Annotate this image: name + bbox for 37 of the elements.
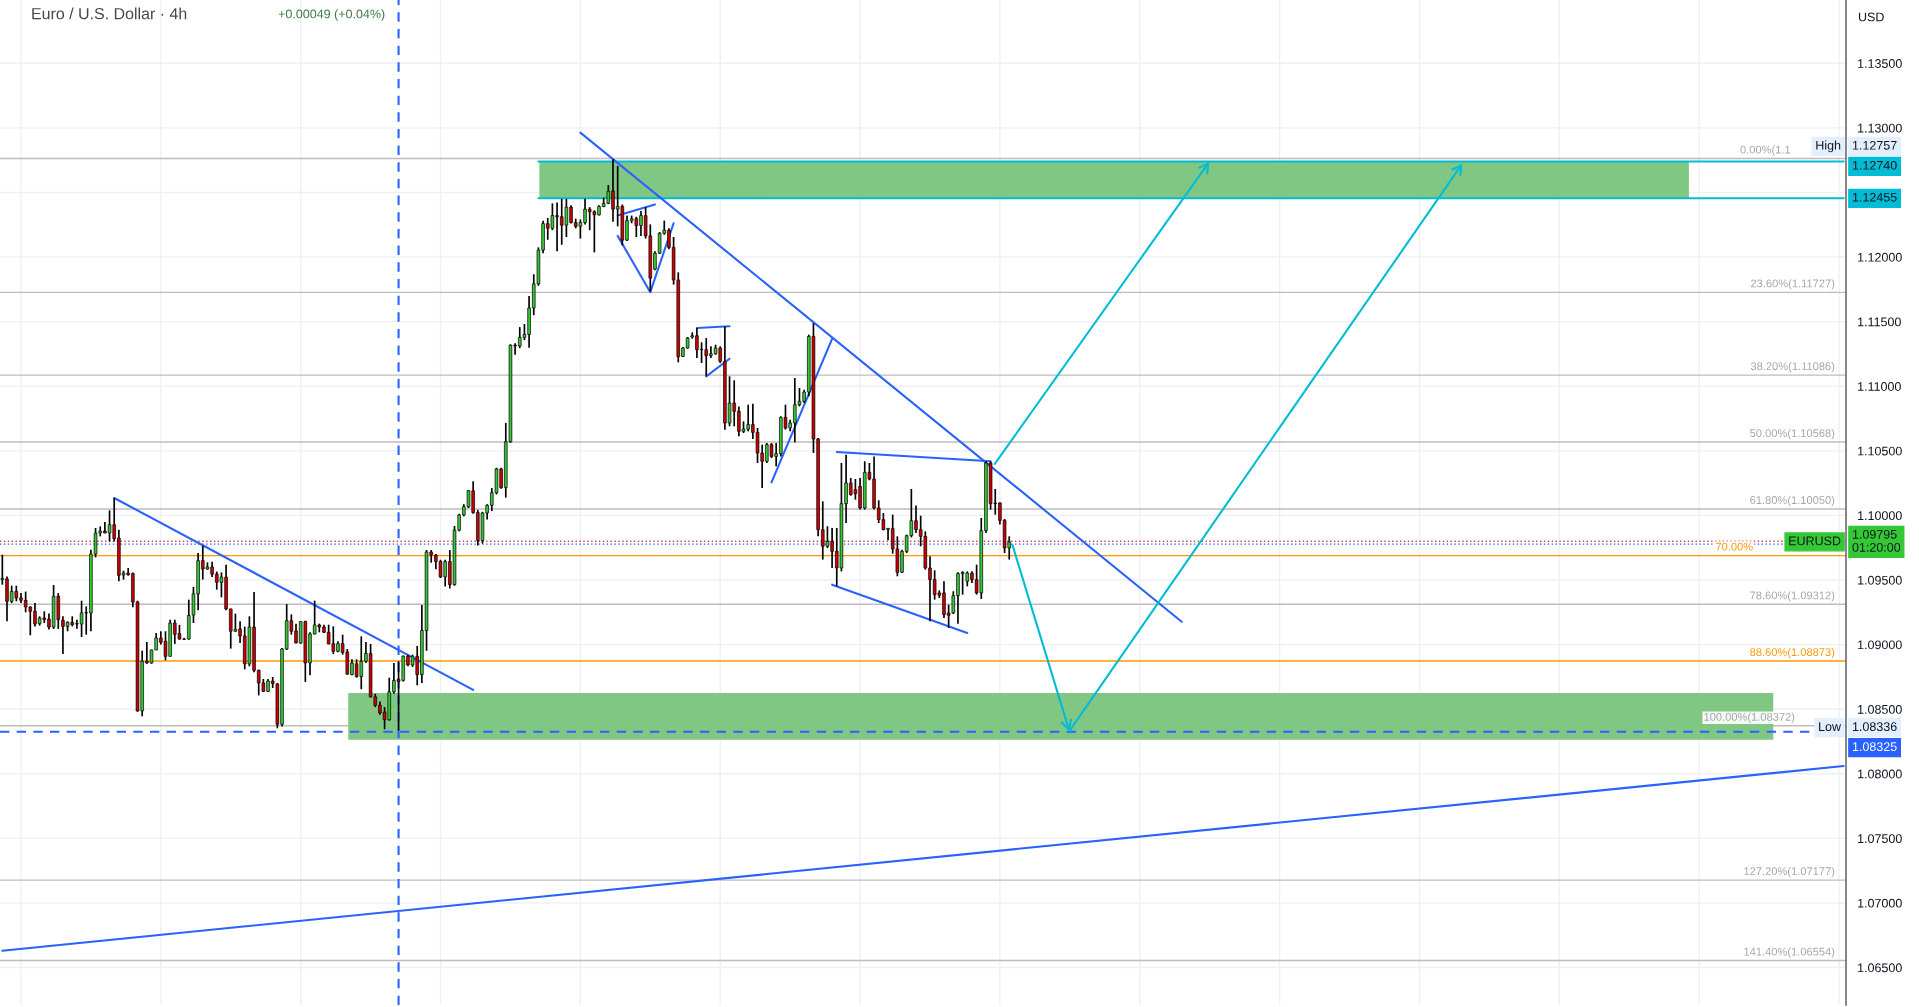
data-label: 1.12455	[1852, 192, 1897, 202]
y-tick-label: 1.13500	[1858, 59, 1902, 68]
text: 1.12757	[1852, 140, 1897, 150]
annotation: 127.20%(1.07177)	[1744, 866, 1835, 878]
text: EURUSD	[1789, 536, 1841, 546]
annotation: Low	[1819, 722, 1842, 732]
y-tick-label: 1.11500	[1858, 317, 1901, 327]
annotation: 100.00%(1.08372)	[1704, 712, 1795, 723]
text: USD	[1858, 12, 1884, 22]
y-tick-label: 1.08000	[1858, 769, 1902, 779]
ref-line-label: 1.08325	[1852, 742, 1897, 752]
y-tick-label: 1.09000	[1858, 640, 1902, 650]
y-tick-label: 1.12000	[1858, 252, 1902, 262]
annotation: +0.00049 (+0.04%)	[278, 9, 385, 21]
annotation: 78.60%(1.09312)	[1750, 591, 1835, 602]
y-tick-label: 1.07500	[1858, 834, 1902, 844]
y-tick-label: 1.09500	[1858, 575, 1902, 585]
annotation: 88.60%(1.08873)	[1750, 647, 1835, 659]
y-tick-label: 1.10500	[1858, 446, 1902, 456]
annotation: 50.00%(1.10568)	[1750, 428, 1835, 440]
chart-title: Euro / U.S. Dollar · 4h	[32, 7, 187, 20]
y-tick-label: 1.08500	[1858, 704, 1902, 714]
annotation: High	[1816, 140, 1841, 153]
y-tick-label: 1.06500	[1858, 963, 1902, 973]
data-label: 1.12740	[1852, 160, 1897, 170]
y-tick-label: 1.13000	[1858, 123, 1902, 133]
y-tick-label: 1.11000	[1858, 382, 1901, 391]
annotation: 0.00%(1.1	[1740, 145, 1791, 156]
annotation: 141.40%(1.06554)	[1744, 947, 1835, 958]
y-tick-label: 1.07000	[1858, 898, 1902, 908]
text: 1.09795 01:20:00	[1852, 529, 1901, 552]
annotation: 23.60%(1.11727)	[1751, 279, 1835, 290]
text: 1.08336	[1852, 722, 1897, 732]
y-tick-label: 1.10000	[1858, 511, 1902, 521]
annotation: 61.80%(1.10050)	[1750, 495, 1835, 507]
annotation: 38.20%(1.11086)	[1750, 362, 1835, 373]
annotation: 70.00%	[1716, 542, 1753, 551]
